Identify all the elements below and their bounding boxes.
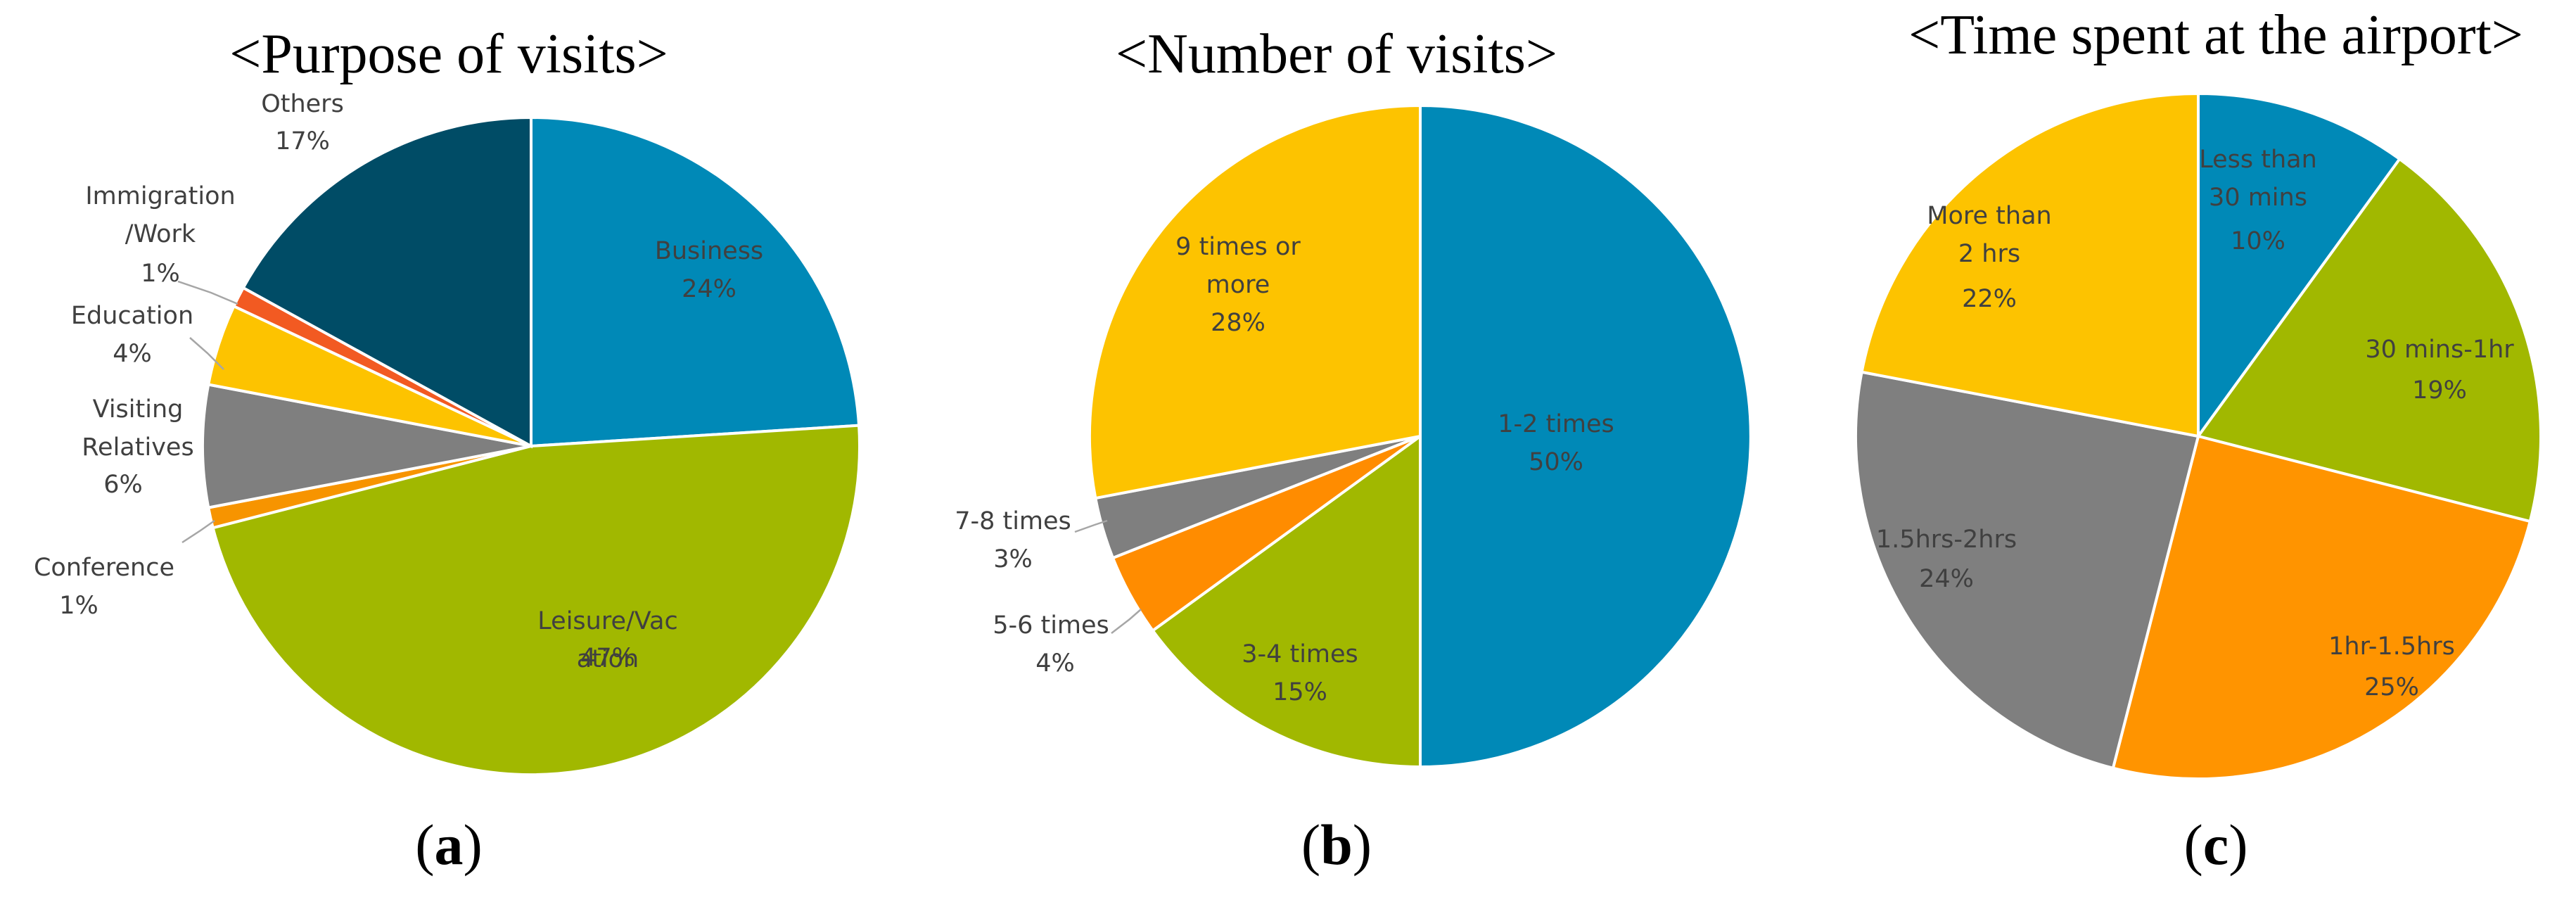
slice-label-line: Conference	[34, 554, 174, 582]
leader-line-1-3	[1074, 519, 1108, 533]
slice-percent-1-3: 3%	[993, 545, 1033, 573]
pie-slice-0-0	[530, 115, 861, 448]
pie-slice-0-3	[200, 383, 532, 509]
slice-percent-2-3: 24%	[1919, 565, 1974, 593]
slice-label-line: 30 mins	[2209, 184, 2307, 212]
slice-label-line: Education	[71, 302, 193, 330]
leader-line-0-4	[189, 337, 224, 370]
slice-label-0-6: Others	[261, 90, 344, 118]
slice-label-line: Immigration	[85, 182, 235, 210]
pie-slice-2-3	[1854, 370, 2200, 770]
pie-slice-1-1	[1150, 433, 1422, 769]
slice-label-line: /Work	[125, 220, 196, 248]
pie-slice-0-1	[211, 424, 861, 776]
chart-number-of-visits: 1-2 times 50% 3-4 times 15% 5-6 times 4% 7-8 t…	[955, 23, 1752, 877]
slice-percent-0-4: 4%	[113, 340, 152, 368]
slice-percent-2-0: 10%	[2231, 227, 2285, 255]
slice-label-2-3: 1.5hrs-2hrs	[1876, 526, 2017, 554]
slice-label-0-0: Business	[655, 237, 763, 265]
slice-label-line: 1hr-1.5hrs	[2328, 633, 2455, 661]
pie-slice-1-0	[1419, 103, 1752, 769]
slice-label-line: Relatives	[82, 433, 193, 462]
pie-slice-1-4	[1088, 103, 1422, 500]
chart-title-0: <Purpose of visits>	[229, 23, 668, 85]
slice-label-line: 30 mins-1hr	[2365, 336, 2514, 364]
slice-label-2-2: 1hr-1.5hrs	[2328, 633, 2455, 661]
slice-percent-0-6: 17%	[275, 127, 330, 155]
pie-slice-2-1	[2195, 157, 2542, 523]
slice-label-1-4: 9 times or more	[1175, 233, 1301, 299]
slice-label-2-4: More than 2 hrs	[1927, 202, 2051, 268]
slice-label-1-0: 1-2 times	[1498, 410, 1614, 438]
slice-label-line: Less than	[2199, 146, 2317, 174]
slice-label-0-5: Immigration/Work	[85, 182, 235, 248]
slice-percent-1-0: 50%	[1529, 448, 1583, 476]
slice-label-0-1: Leisure/Vac ation	[537, 607, 677, 673]
chart-time-spent-at-airport: Less than 30 mins 10% 30 mins-1hr 19% 1hr-1.5…	[1854, 4, 2542, 877]
slice-label-1-3: 7-8 times	[955, 507, 1071, 535]
slice-label-0-4: Education	[71, 302, 193, 330]
slice-percent-0-3: 6%	[103, 471, 143, 499]
slice-label-0-2: Conference	[34, 554, 174, 582]
slice-label-line: Others	[261, 90, 344, 118]
chart-title-2: <Time spent at the airport>	[1908, 4, 2523, 66]
slice-percent-2-1: 19%	[2412, 376, 2467, 405]
pie-slice-0-6	[241, 115, 533, 449]
pie-slice-2-0	[2197, 91, 2402, 441]
leader-line-0-5	[177, 280, 238, 305]
slice-label-line: 5-6 times	[993, 611, 1109, 640]
slice-percent-2-4: 22%	[1962, 285, 2017, 313]
slice-percent-1-1: 15%	[1273, 678, 1327, 706]
slice-percent-1-2: 4%	[1035, 649, 1075, 678]
slice-label-line: 3-4 times	[1242, 640, 1358, 668]
chart-caption-1: (b)	[1301, 813, 1372, 877]
slice-label-1-2: 5-6 times	[993, 611, 1109, 640]
slice-percent-2-2: 25%	[2364, 673, 2419, 701]
slice-label-line: Leisure/Vac	[537, 607, 677, 635]
chart-title-1: <Number of visits>	[1116, 23, 1557, 85]
slice-percent-0-2: 1%	[59, 592, 98, 620]
chart-caption-0: (a)	[415, 813, 483, 877]
slice-label-line: More than	[1927, 202, 2051, 230]
slice-label-1-1: 3-4 times	[1242, 640, 1358, 668]
chart-caption-2: (c)	[2183, 813, 2247, 877]
slice-label-line: Business	[655, 237, 763, 265]
slice-percent-0-5: 1%	[141, 260, 180, 288]
slice-label-0-3: Visiting Relatives	[82, 395, 193, 462]
slice-label-line: more	[1206, 271, 1270, 299]
slice-label-line: 1-2 times	[1498, 410, 1614, 438]
slice-label-line: Visiting	[93, 395, 184, 424]
slice-label-line: 7-8 times	[955, 507, 1071, 535]
slice-percent-0-1: 47%	[580, 644, 635, 672]
slice-percent-0-0: 24%	[682, 275, 737, 303]
slice-label-2-0: Less than 30 mins	[2199, 146, 2317, 212]
slice-label-line: ation	[577, 645, 639, 673]
slice-label-line: 1.5hrs-2hrs	[1876, 526, 2017, 554]
pie-slice-2-4	[1860, 91, 2200, 438]
leader-line-1-2	[1111, 609, 1142, 634]
slice-label-2-1: 30 mins-1hr	[2365, 336, 2514, 364]
slice-label-line: 9 times or	[1175, 233, 1301, 261]
slice-label-line: 2 hrs	[1958, 240, 2020, 268]
slice-percent-1-4: 28%	[1211, 309, 1265, 337]
pie-slice-2-2	[2111, 434, 2532, 780]
leader-line-0-2	[181, 519, 215, 544]
